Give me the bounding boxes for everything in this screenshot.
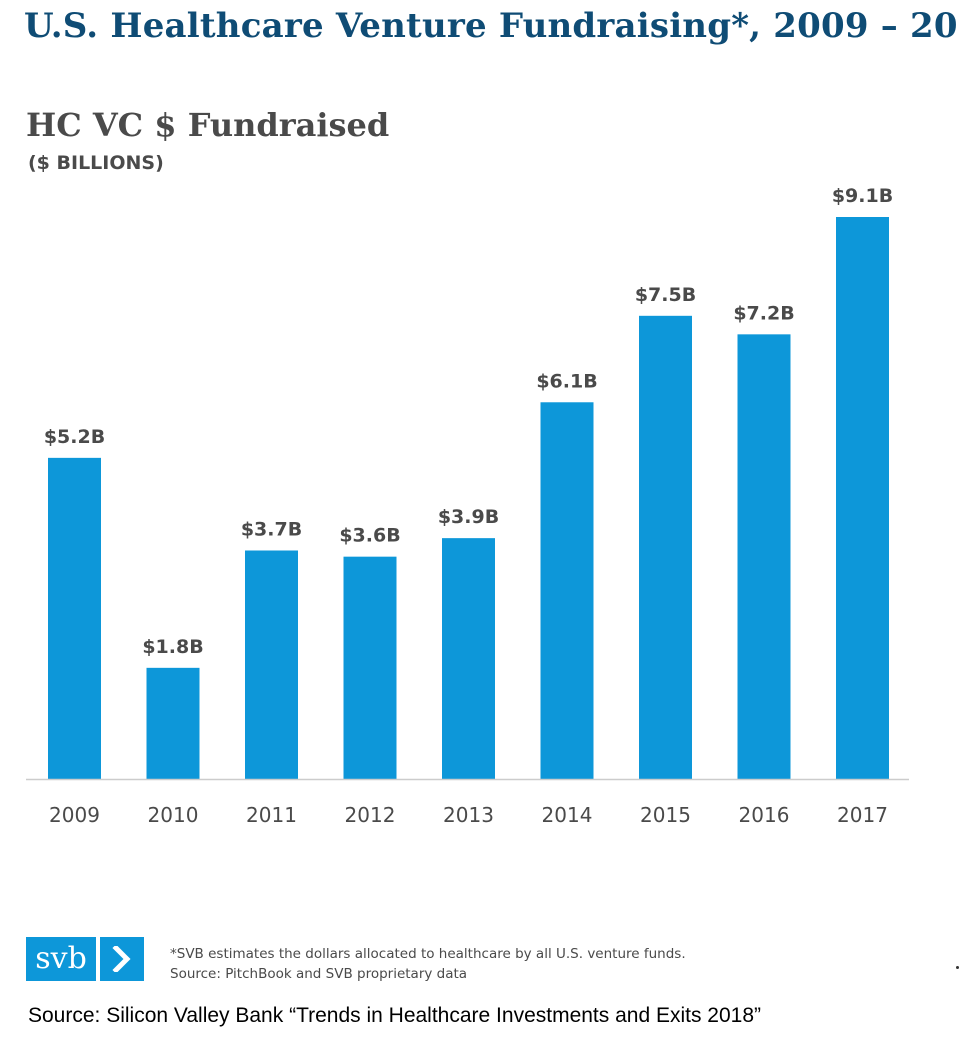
x-tick-label-2011: 2011 <box>246 803 297 827</box>
x-tick-label-2013: 2013 <box>443 803 494 827</box>
bar-2013 <box>442 538 495 779</box>
chevron-right-icon <box>100 937 144 981</box>
bar-2011 <box>245 550 298 779</box>
bar-2014 <box>540 402 594 779</box>
bar-2012 <box>343 556 397 779</box>
data-label-2016: $7.2B <box>733 302 794 324</box>
x-tick-label-2009: 2009 <box>49 803 100 827</box>
bar-2017 <box>836 217 889 779</box>
x-tick-label-2010: 2010 <box>148 803 199 827</box>
data-label-2013: $3.9B <box>438 506 499 528</box>
footnote-line-1: *SVB estimates the dollars allocated to … <box>170 946 686 962</box>
data-label-2011: $3.7B <box>241 518 302 540</box>
bar-2009 <box>48 457 101 779</box>
x-tick-label-2017: 2017 <box>837 803 888 827</box>
decorative-dot <box>956 966 959 969</box>
logo-text: svb <box>26 937 96 981</box>
data-label-2009: $5.2B <box>44 426 105 448</box>
source-citation: Source: Silicon Valley Bank “Trends in H… <box>28 1004 762 1027</box>
page-title: U.S. Healthcare Venture Fundraising*, 20… <box>24 6 961 46</box>
bar-2010 <box>146 667 200 779</box>
x-tick-label-2012: 2012 <box>345 803 396 827</box>
footnote-line-2: Source: PitchBook and SVB proprietary da… <box>170 966 468 982</box>
x-tick-label-2015: 2015 <box>640 803 691 827</box>
bar-2016 <box>737 334 791 779</box>
x-tick-label-2016: 2016 <box>739 803 790 827</box>
data-label-2014: $6.1B <box>536 370 597 392</box>
chart-subtitle: ($ BILLIONS) <box>28 152 164 174</box>
bar-2015 <box>639 315 692 779</box>
svb-logo: svb <box>26 937 144 981</box>
data-label-2017: $9.1B <box>832 185 893 207</box>
x-tick-label-2014: 2014 <box>542 803 593 827</box>
bar-chart: $5.2B 2009 $1.8B 2010 $3.7B 2011 $3.6B 2012 $3.9… <box>26 185 909 827</box>
data-label-2015: $7.5B <box>635 284 696 306</box>
footnote: *SVB estimates the dollars allocated to … <box>170 944 686 984</box>
data-label-2012: $3.6B <box>339 525 400 547</box>
data-label-2010: $1.8B <box>142 636 203 658</box>
chart-title: HC VC $ Fundraised <box>26 106 390 144</box>
